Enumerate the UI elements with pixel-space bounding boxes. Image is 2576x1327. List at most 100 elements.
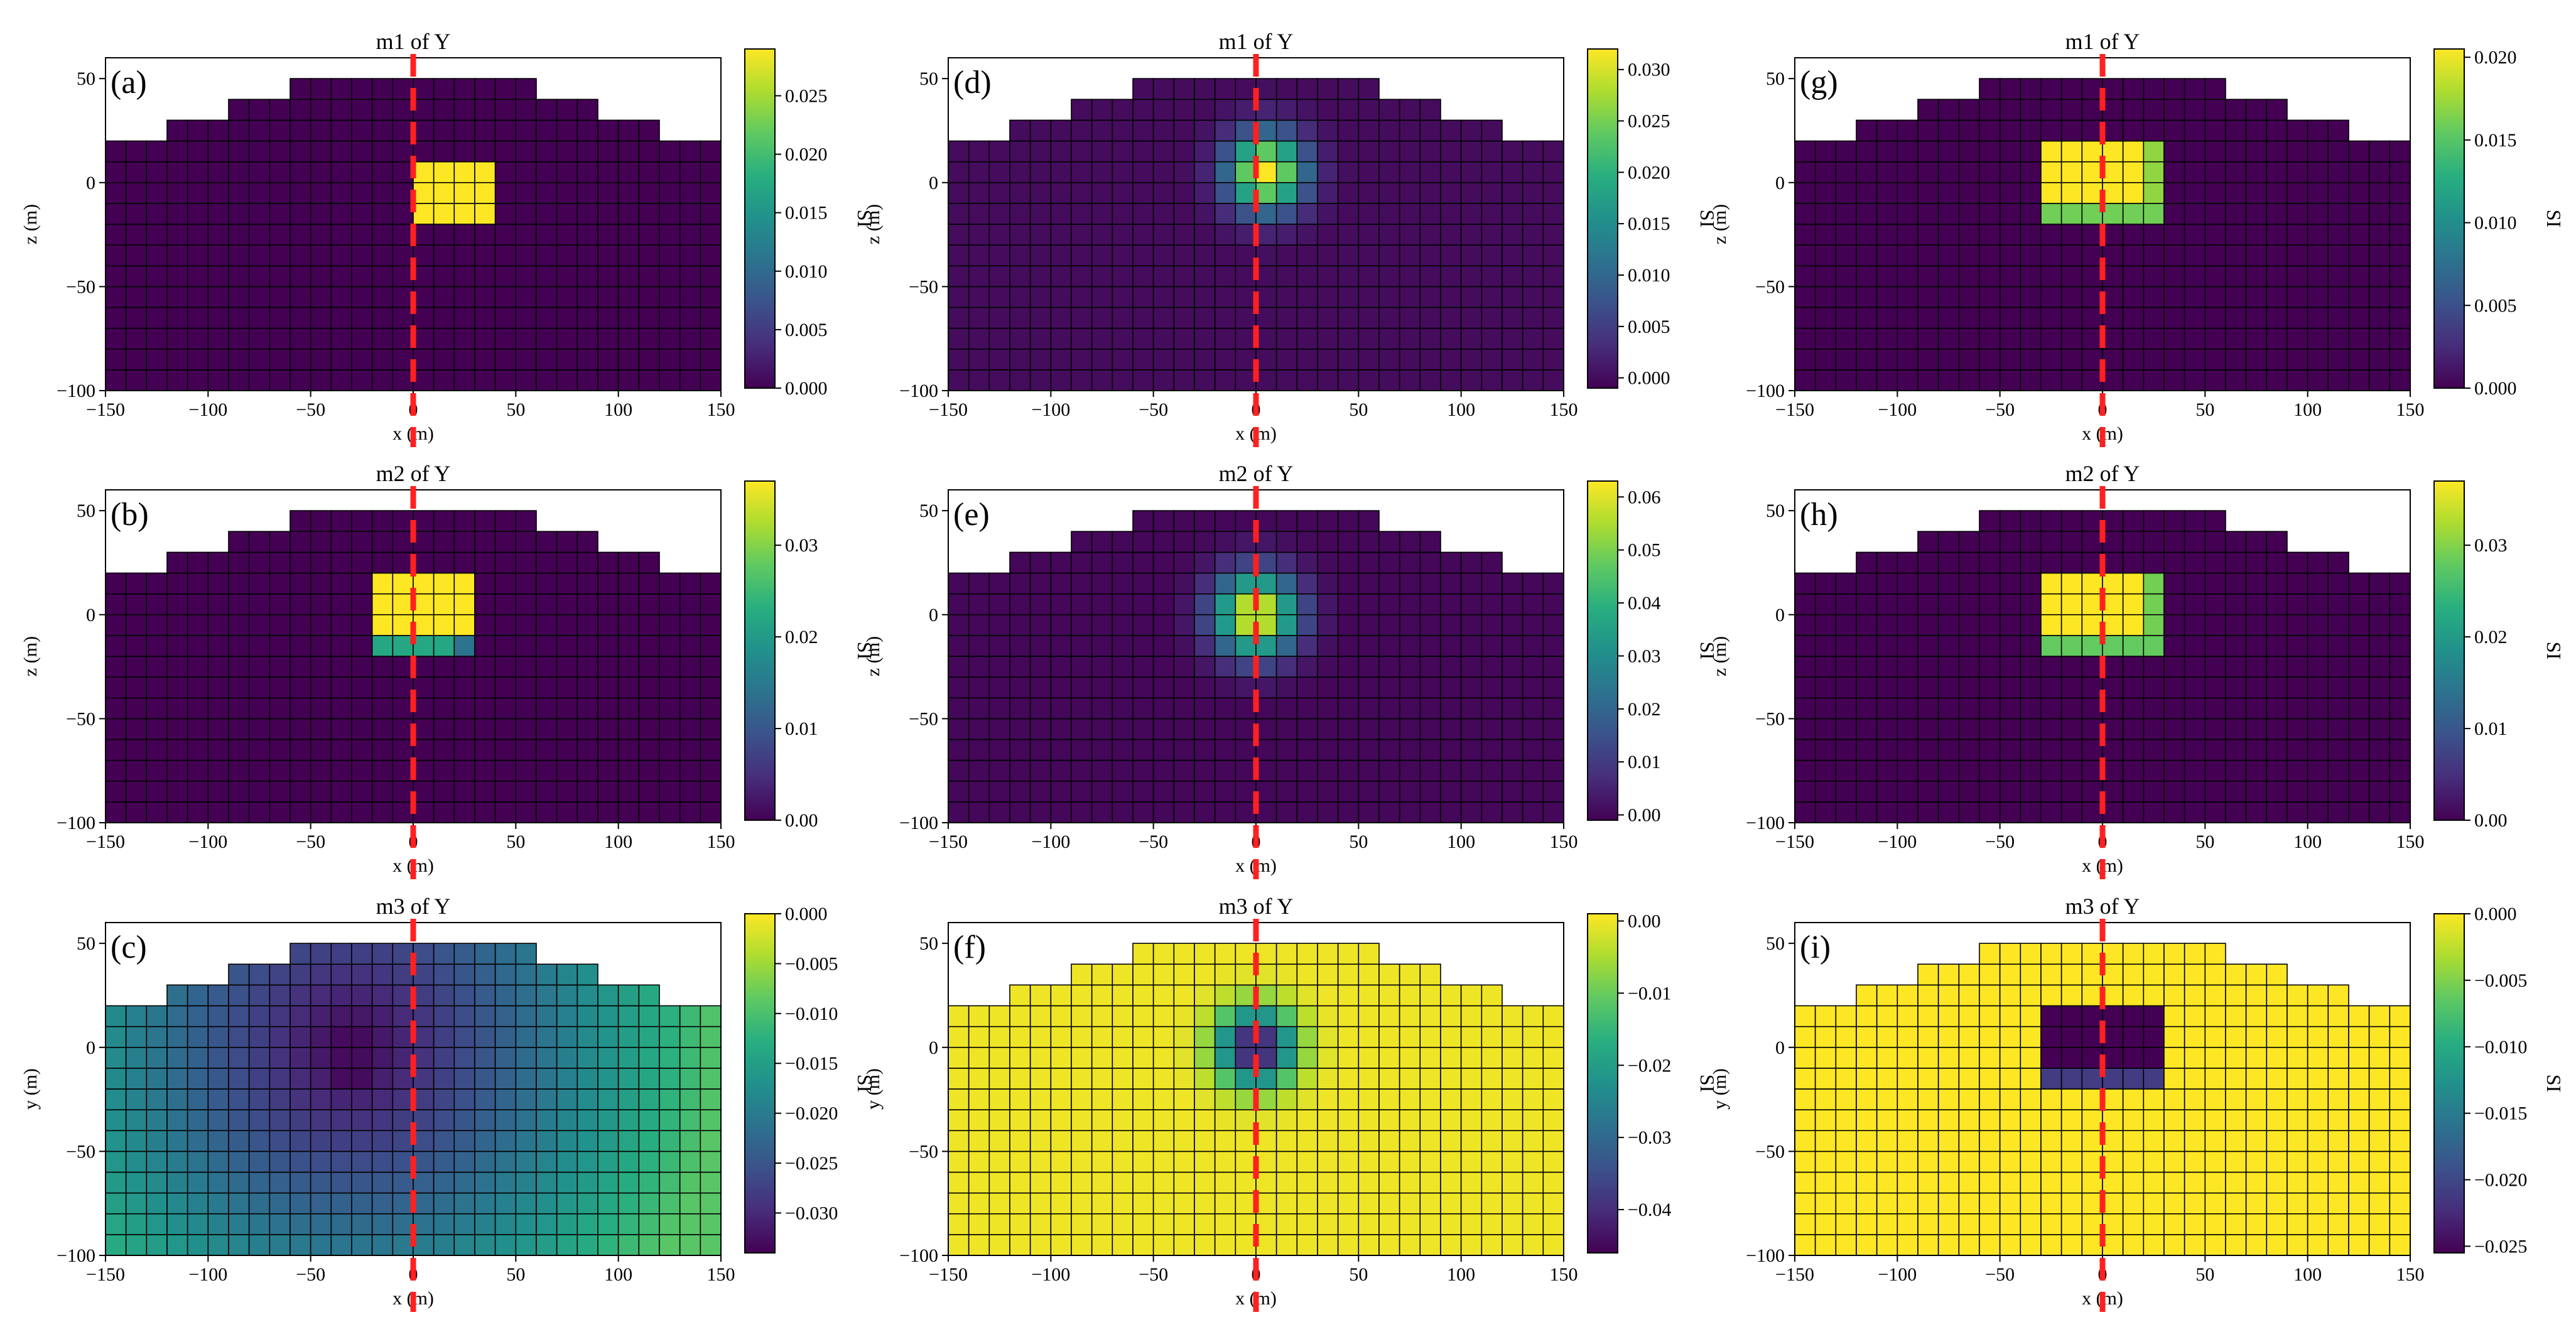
grid-cell (310, 759, 332, 782)
grid-cell (228, 593, 250, 615)
grid-cell (2245, 572, 2268, 595)
grid-cell (638, 676, 660, 699)
grid-cell (474, 181, 496, 204)
grid-cell (968, 614, 990, 636)
grid-cell (433, 697, 455, 720)
grid-cell (1275, 531, 1298, 553)
grid-cell (1112, 676, 1134, 699)
grid-cell (515, 244, 537, 267)
grid-cell (310, 1130, 332, 1152)
grid-cell (146, 244, 168, 267)
grid-cell (1876, 1026, 1898, 1048)
y-tick-label: 50 (919, 933, 938, 954)
grid-cell (310, 551, 332, 574)
x-tick-label: 100 (604, 1264, 632, 1285)
grid-cell (1876, 265, 1898, 288)
grid-cell (617, 203, 640, 225)
grid-cell (2327, 327, 2349, 350)
grid-cell (597, 1130, 619, 1152)
grid-cell (2060, 1026, 2083, 1048)
grid-cell (1132, 327, 1154, 350)
grid-cell (1091, 327, 1113, 350)
grid-cell (2266, 244, 2288, 267)
grid-cell (1071, 119, 1093, 142)
grid-cell (1358, 1192, 1380, 1215)
grid-cell (146, 306, 168, 329)
grid-cell (1937, 1109, 1960, 1132)
grid-cell (2266, 697, 2288, 720)
grid-cell (2184, 1026, 2206, 1048)
grid-cell (290, 656, 311, 678)
grid-cell (228, 656, 250, 678)
grid-cell (1255, 306, 1277, 329)
grid-cell (1999, 1130, 2021, 1152)
grid-cell (2286, 572, 2308, 595)
grid-cell (1050, 739, 1072, 761)
grid-cell (1235, 140, 1257, 163)
grid-cell (1358, 1234, 1380, 1256)
grid-cell (433, 593, 455, 615)
grid-cell (125, 1026, 148, 1048)
grid-cell (2389, 759, 2411, 782)
grid-cell (1112, 1213, 1134, 1235)
grid-cell (1029, 984, 1052, 1007)
grid-cell (1214, 635, 1237, 657)
colorbar-tick-label: −0.005 (785, 953, 838, 974)
grid-cell (494, 635, 517, 657)
x-tick-label: 150 (1550, 399, 1578, 420)
grid-cell (351, 161, 373, 183)
grid-cell (290, 1192, 311, 1215)
grid-cell (453, 510, 475, 533)
grid-cell (1958, 224, 1980, 246)
grid-cell (1979, 78, 2001, 100)
grid-cell (330, 1213, 352, 1235)
grid-cell (2348, 739, 2370, 761)
grid-cell (1979, 181, 2001, 204)
grid-cell (700, 1213, 722, 1235)
grid-cell (146, 181, 168, 204)
grid-cell (1337, 306, 1360, 329)
grid-cell (2225, 697, 2247, 720)
grid-cell (207, 780, 229, 803)
grid-cell (1112, 1005, 1134, 1027)
grid-cell (2143, 984, 2165, 1007)
grid-cell (617, 656, 640, 678)
grid-cell (1275, 572, 1298, 595)
grid-cell (228, 1234, 250, 1256)
grid-cell (310, 78, 332, 100)
grid-cell (968, 348, 990, 371)
grid-cell (1999, 244, 2021, 267)
grid-cell (2204, 99, 2226, 121)
grid-cell (2204, 614, 2226, 636)
grid-cell (187, 244, 209, 267)
grid-cell (1275, 1005, 1298, 1027)
grid-cell (1358, 510, 1380, 533)
grid-cell (1440, 224, 1462, 246)
grid-cell (1214, 614, 1237, 636)
grid-cell (290, 140, 311, 163)
grid-cell (1378, 739, 1400, 761)
grid-cell (248, 181, 271, 204)
grid-cell (290, 327, 311, 350)
grid-cell (1152, 119, 1175, 142)
grid-cell (371, 265, 394, 288)
grid-cell (1460, 759, 1483, 782)
grid-cell (2040, 1171, 2062, 1194)
grid-cell (1814, 1109, 1837, 1132)
grid-cell (2040, 510, 2062, 533)
grid-cell (1275, 1068, 1298, 1090)
grid-cell (515, 1151, 537, 1173)
grid-cell (1194, 286, 1216, 308)
grid-cell (494, 1109, 517, 1132)
grid-cell (290, 510, 311, 533)
grid-cell (290, 348, 311, 371)
grid-cell (248, 593, 271, 615)
grid-cell (1440, 286, 1462, 308)
grid-cell (1029, 676, 1052, 699)
grid-cell (1009, 780, 1031, 803)
grid-cell (659, 203, 681, 225)
grid-cell (1235, 593, 1257, 615)
grid-cell (1958, 244, 1980, 267)
grid-cell (1029, 1234, 1052, 1256)
grid-cell (515, 676, 537, 699)
